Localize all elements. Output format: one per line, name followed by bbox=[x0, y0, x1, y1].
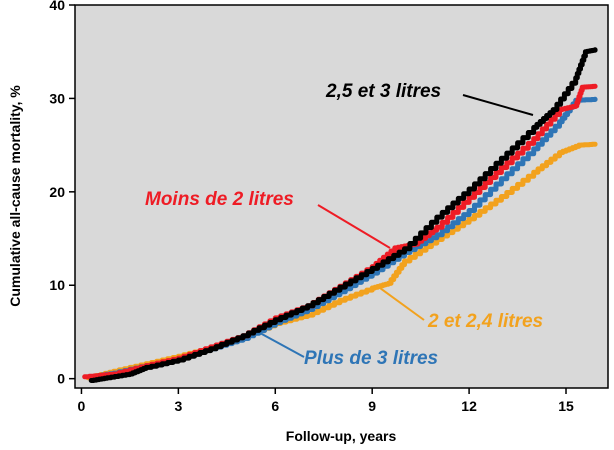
x-tick-label: 0 bbox=[78, 398, 86, 414]
x-tick-label: 3 bbox=[174, 398, 182, 414]
annotations: 2,5 et 3 litres Moins de 2 litres Plus de … bbox=[145, 81, 543, 369]
y-tick-label: 20 bbox=[49, 184, 65, 200]
annotation-leader bbox=[259, 332, 305, 358]
x-tick-label: 15 bbox=[558, 398, 574, 414]
x-axis-title: Follow-up, years bbox=[286, 428, 397, 444]
plot-area bbox=[74, 4, 609, 389]
x-tick-label: 12 bbox=[461, 398, 477, 414]
y-tick-label: 10 bbox=[49, 277, 65, 293]
annotation-label: 2 et 2,4 litres bbox=[427, 311, 543, 332]
annotation-leader bbox=[317, 204, 391, 249]
y-axis-title: Cumulative all-cause mortality, % bbox=[7, 85, 23, 307]
x-tick-label: 6 bbox=[271, 398, 279, 414]
y-tick-label: 30 bbox=[49, 90, 65, 106]
annotation-leader bbox=[379, 287, 425, 321]
annotation-leaders bbox=[259, 94, 534, 358]
annotation-label: Plus de 3 litres bbox=[304, 348, 438, 369]
y-tick-label: 0 bbox=[57, 371, 65, 387]
annotation-leader bbox=[462, 94, 534, 116]
annotation-label: 2,5 et 3 litres bbox=[325, 81, 441, 102]
annotation-label: Moins de 2 litres bbox=[145, 189, 294, 210]
y-tick-label: 40 bbox=[49, 0, 65, 13]
x-tick-label: 9 bbox=[368, 398, 376, 414]
axis-ticks: 0 3 6 9 12 15 0 10 20 30 40 bbox=[49, 0, 574, 414]
series-lines bbox=[82, 47, 598, 383]
series-line-0 bbox=[88, 47, 598, 383]
